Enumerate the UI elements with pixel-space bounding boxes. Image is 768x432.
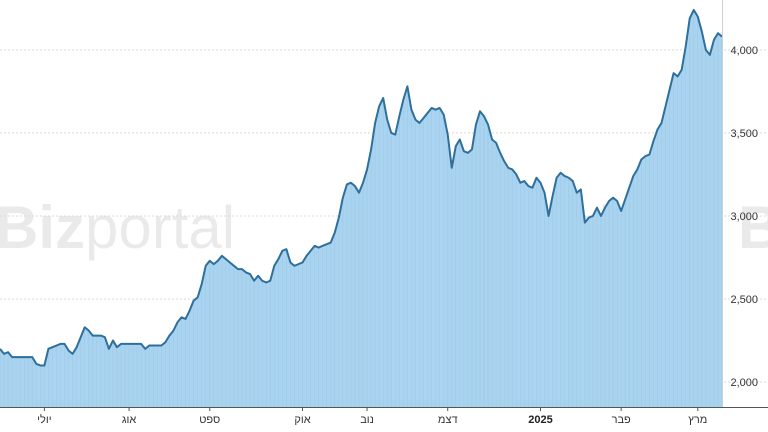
x-tick-label: ספט	[199, 414, 220, 426]
x-tick-label: פבר	[612, 414, 631, 426]
watermark-logo: Biz	[738, 194, 768, 261]
x-tick-label: מרץ	[688, 414, 707, 426]
area-layer	[0, 8, 723, 407]
x-tick-label: אוק	[294, 414, 310, 426]
x-tick-label: אוג	[122, 414, 137, 426]
y-tick-label: 2,500	[730, 294, 758, 306]
y-axis-ticks: 2,000 2,500 3,000 3,500 4,000	[730, 45, 758, 389]
y-tick-label: 3,000	[730, 211, 758, 223]
series-area	[0, 9, 722, 407]
watermark-logo: Bizportal	[0, 194, 235, 261]
x-axis-ticks: יוליאוגספטאוקנובדצמ2025פברמרץאפרמאי	[37, 407, 707, 426]
x-tick-label: 2025	[528, 414, 552, 426]
x-tick-label: נוב	[360, 414, 374, 426]
series-line	[0, 8, 723, 367]
axis-layer	[0, 0, 768, 408]
x-tick-label: יולי	[37, 413, 51, 426]
y-tick-label: 4,000	[730, 45, 758, 57]
y-tick-label: 2,000	[730, 377, 758, 389]
y-tick-label: 3,500	[730, 128, 758, 140]
x-tick-label: דצמ	[438, 414, 458, 426]
